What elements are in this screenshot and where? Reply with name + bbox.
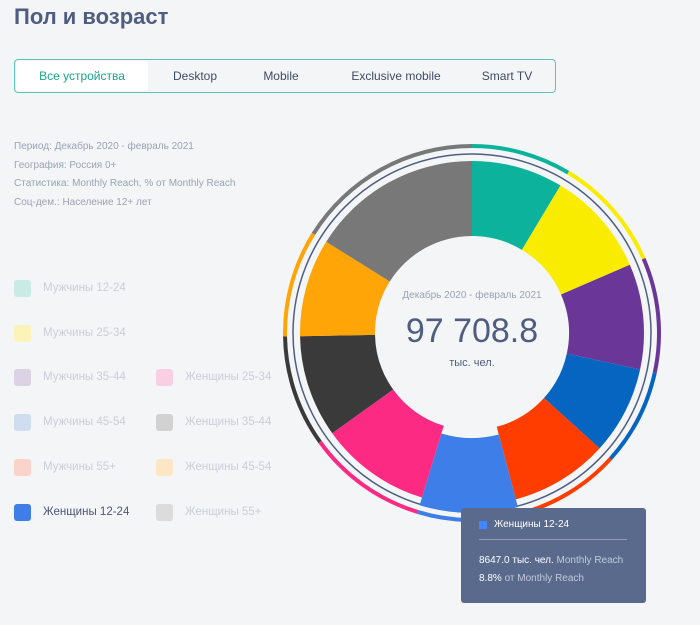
meta-geo: География: Россия 0+ xyxy=(14,159,117,171)
tooltip-share-label: от Monthly Reach xyxy=(504,573,584,584)
legend-swatch xyxy=(14,324,31,342)
legend-swatch xyxy=(156,413,173,431)
tab-mobile[interactable]: Mobile xyxy=(263,69,299,83)
tooltip-share-value: 8.8% xyxy=(479,573,502,584)
legend-swatch xyxy=(14,458,31,476)
chart-tooltip: Женщины 12-24 8647.0 тыс. чел. Monthly R… xyxy=(461,508,646,603)
tab-exclusive-mobile[interactable]: Exclusive mobile xyxy=(351,69,441,83)
legend-item-men-55-plus[interactable]: Мужчины 55+ xyxy=(14,458,116,476)
donut-slice[interactable] xyxy=(472,161,561,250)
outer-ring-segment xyxy=(609,372,657,460)
donut-slice[interactable] xyxy=(521,185,630,295)
legend-item-women-55-plus[interactable]: Женщины 55+ xyxy=(156,503,261,521)
tab-all-devices[interactable]: Все устройства xyxy=(16,61,148,91)
legend-item-women-35-44[interactable]: Женщины 35-44 xyxy=(156,413,271,431)
tooltip-color-swatch xyxy=(479,520,487,529)
outer-ring-segment xyxy=(472,144,570,175)
device-tabs: Все устройства Desktop Mobile Exclusive … xyxy=(14,59,556,93)
legend-item-women-45-54[interactable]: Женщины 45-54 xyxy=(156,458,271,476)
tooltip-share-row: 8.8% от Monthly Reach xyxy=(479,573,584,584)
meta-stat: Статистика: Monthly Reach, % от Monthly … xyxy=(14,178,236,189)
legend-swatch xyxy=(14,413,31,431)
chart-center-unit: тыс. чел. xyxy=(449,357,495,369)
outer-ring-segment xyxy=(283,232,316,337)
legend-swatch xyxy=(156,368,173,386)
tooltip-reach-row: 8647.0 тыс. чел. Monthly Reach xyxy=(479,555,623,566)
meta-period: Период: Декабрь 2020 - февраль 2021 xyxy=(14,141,194,152)
legend-item-men-25-34[interactable]: Мужчины 25-34 xyxy=(14,324,126,342)
donut-slice[interactable] xyxy=(561,264,644,370)
donut-slice[interactable] xyxy=(300,334,394,434)
legend-label: Мужчины 35-44 xyxy=(43,371,126,383)
legend-label: Женщины 12-24 xyxy=(43,506,130,518)
legend-item-men-12-24[interactable]: Мужчины 12-24 xyxy=(14,279,126,297)
legend-swatch xyxy=(14,368,31,386)
donut-slice[interactable] xyxy=(326,161,472,282)
donut-slice[interactable] xyxy=(543,353,641,449)
legend-item-men-45-54[interactable]: Мужчины 45-54 xyxy=(14,413,126,431)
legend-label: Женщины 35-44 xyxy=(185,416,272,428)
legend-label: Мужчины 12-24 xyxy=(43,282,126,294)
chart-center-total: 97 708.8 xyxy=(405,312,539,350)
legend-swatch xyxy=(14,503,31,521)
legend-swatch xyxy=(14,279,31,297)
legend-label: Женщины 45-54 xyxy=(185,461,272,473)
tooltip-series-name: Женщины 12-24 xyxy=(494,519,570,530)
chart-center-period: Декабрь 2020 - февраль 2021 xyxy=(402,290,542,301)
tooltip-reach-label: Monthly Reach xyxy=(556,555,624,566)
legend-label: Женщины 55+ xyxy=(185,506,262,518)
legend-item-women-12-24[interactable]: Женщины 12-24 xyxy=(14,503,129,521)
donut-slice[interactable] xyxy=(332,389,444,498)
tooltip-header: Женщины 12-24 xyxy=(479,519,569,530)
legend-swatch xyxy=(156,503,173,521)
legend-item-men-35-44[interactable]: Мужчины 35-44 xyxy=(14,368,126,386)
donut-slice[interactable] xyxy=(300,241,390,337)
donut-slice[interactable] xyxy=(419,433,518,513)
legend-label: Мужчины 25-34 xyxy=(43,327,126,339)
legend-label: Мужчины 45-54 xyxy=(43,416,126,428)
legend-swatch xyxy=(156,458,173,476)
legend-label: Мужчины 55+ xyxy=(43,461,116,473)
donut-slice[interactable] xyxy=(496,398,600,500)
legend-item-women-25-34[interactable]: Женщины 25-34 xyxy=(156,368,271,386)
outer-ring-segment xyxy=(311,144,472,235)
page-title: Пол и возраст xyxy=(14,4,169,29)
meta-socdem: Соц-дем.: Население 12+ лет xyxy=(14,196,152,208)
outer-ring-segment xyxy=(283,336,322,444)
legend-label: Женщины 25-34 xyxy=(185,371,272,383)
tab-smart-tv[interactable]: Smart TV xyxy=(481,69,533,83)
report-meta: Период: Декабрь 2020 - февраль 2021 Геог… xyxy=(14,138,235,212)
tab-desktop[interactable]: Desktop xyxy=(172,69,218,83)
outer-ring-segment xyxy=(641,257,661,374)
tooltip-divider xyxy=(479,539,627,540)
tooltip-reach-value: 8647.0 тыс. чел. xyxy=(479,555,554,566)
